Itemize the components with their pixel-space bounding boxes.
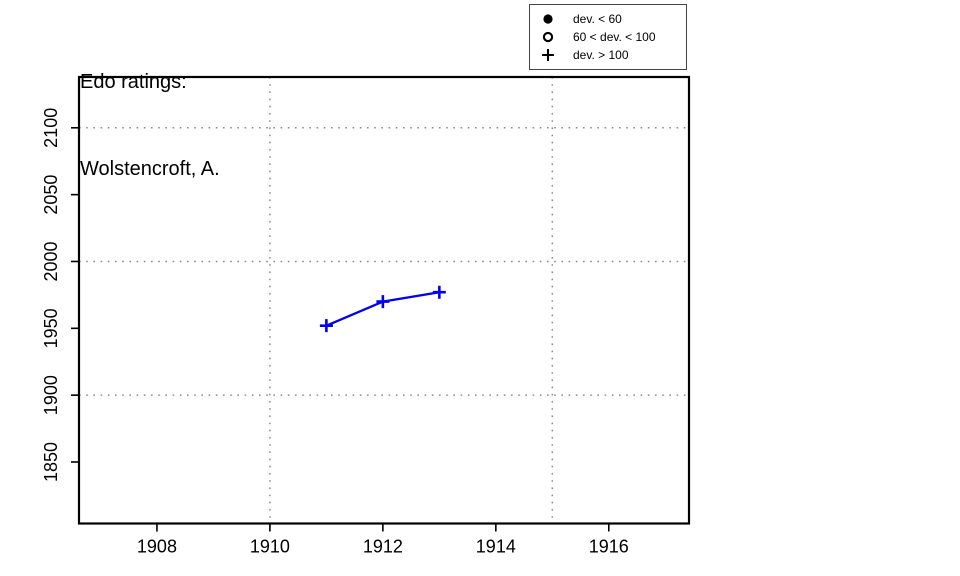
x-tick-label: 1916: [589, 537, 629, 557]
chart-title: Edo ratings: Wolstencroft, A.: [80, 10, 220, 242]
y-tick-label: 1950: [41, 308, 61, 348]
open-circle-icon: [535, 30, 561, 44]
data-point-marker: [432, 285, 446, 299]
legend-row-dev-lt-60: dev. < 60: [530, 10, 686, 28]
x-tick-label: 1914: [476, 537, 516, 557]
data-point-marker: [376, 295, 390, 309]
filled-circle-icon: [535, 12, 561, 26]
legend: dev. < 60 60 < dev. < 100 dev. > 100: [529, 4, 687, 70]
y-tick-label: 1850: [41, 442, 61, 482]
x-tick-label: 1908: [137, 537, 177, 557]
legend-row-dev-60-100: 60 < dev. < 100: [530, 28, 686, 46]
y-tick-label: 1900: [41, 375, 61, 415]
plot-border: [77, 75, 691, 525]
y-tick-label: 2100: [41, 108, 61, 148]
chart-title-line1: Edo ratings:: [80, 71, 187, 93]
legend-row-dev-gt-100: dev. > 100: [530, 46, 686, 64]
y-tick-label: 2000: [41, 241, 61, 281]
y-tick-label: 2050: [41, 175, 61, 215]
chart-title-line2: Wolstencroft, A.: [80, 158, 220, 180]
data-point-marker: [319, 319, 333, 333]
legend-label: dev. > 100: [573, 48, 629, 62]
plus-icon: [535, 48, 561, 62]
legend-label: dev. < 60: [573, 12, 622, 26]
x-tick-label: 1910: [250, 537, 290, 557]
x-tick-label: 1912: [363, 537, 403, 557]
legend-label: 60 < dev. < 100: [573, 30, 656, 44]
